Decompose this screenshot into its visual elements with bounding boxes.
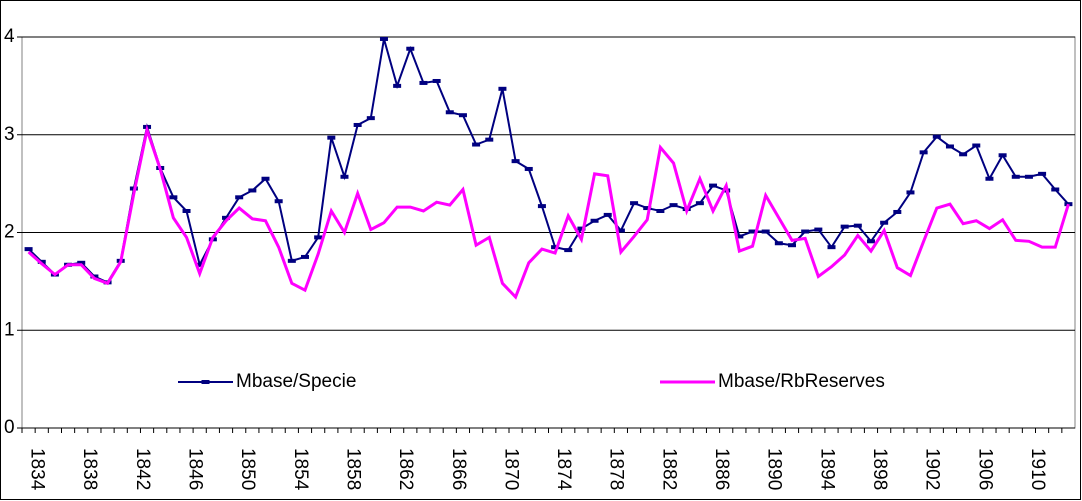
point-marker	[353, 122, 362, 127]
point-marker	[406, 46, 415, 51]
point-marker	[261, 176, 270, 181]
x-tick-label: 1902	[922, 448, 943, 490]
point-marker	[603, 212, 612, 217]
y-tick-label: 2	[4, 222, 15, 243]
point-marker	[616, 228, 625, 233]
point-marker	[274, 199, 283, 204]
point-marker	[195, 262, 204, 267]
point-marker	[893, 209, 902, 214]
point-marker	[1038, 171, 1047, 176]
x-tick-label: 1842	[132, 448, 153, 490]
x-tick-label: 1850	[237, 448, 258, 490]
point-marker	[327, 135, 336, 140]
point-marker	[445, 110, 454, 115]
point-marker	[340, 174, 349, 179]
point-marker	[524, 166, 533, 171]
legend-label: Mbase/Specie	[236, 371, 356, 392]
point-marker	[932, 134, 941, 139]
y-tick-label: 1	[4, 319, 15, 340]
x-tick-label: 1854	[290, 448, 311, 491]
x-tick-label: 1862	[395, 448, 416, 490]
point-marker	[577, 226, 586, 231]
point-marker	[814, 227, 823, 232]
point-marker	[630, 201, 639, 206]
point-marker	[1051, 187, 1060, 192]
point-marker	[235, 195, 244, 200]
x-tick-label: 1910	[1027, 448, 1048, 490]
point-marker	[511, 159, 520, 164]
point-marker	[735, 234, 744, 239]
point-marker	[748, 229, 757, 234]
legend-label: Mbase/RbReserves	[718, 371, 885, 392]
x-tick-label: 1870	[500, 448, 521, 490]
point-marker	[314, 235, 323, 240]
point-marker	[774, 241, 783, 246]
legend-marker	[201, 380, 210, 384]
point-marker	[906, 190, 915, 195]
point-marker	[590, 218, 599, 223]
x-tick-label: 1834	[27, 448, 48, 491]
x-tick-label: 1894	[816, 448, 837, 491]
point-marker	[300, 254, 309, 259]
point-marker	[432, 78, 441, 83]
point-marker	[551, 245, 560, 250]
point-marker	[853, 223, 862, 228]
series-line	[27, 124, 1070, 300]
point-marker	[366, 116, 375, 121]
point-marker	[1011, 174, 1020, 179]
x-tick-label: 1846	[185, 448, 206, 490]
x-tick-label: 1886	[711, 448, 732, 490]
point-marker	[458, 113, 467, 118]
point-marker	[643, 206, 652, 211]
point-marker	[695, 201, 704, 206]
point-marker	[959, 152, 968, 157]
point-marker	[248, 188, 257, 193]
x-tick-label: 1890	[764, 448, 785, 490]
x-tick-label: 1866	[448, 448, 469, 490]
x-tick-label: 1838	[79, 448, 100, 490]
point-marker	[77, 260, 86, 265]
point-marker	[498, 86, 507, 91]
y-tick-label: 3	[4, 124, 15, 145]
point-marker	[709, 183, 718, 188]
point-marker	[182, 208, 191, 213]
point-marker	[472, 142, 481, 147]
point-marker	[788, 243, 797, 248]
point-marker	[485, 137, 494, 142]
point-marker	[801, 229, 810, 234]
point-marker	[537, 204, 546, 209]
point-marker	[169, 195, 178, 200]
point-marker	[945, 144, 954, 149]
x-tick-label: 1898	[869, 448, 890, 490]
point-marker	[985, 176, 994, 181]
point-marker	[419, 80, 428, 85]
point-marker	[393, 83, 402, 88]
point-marker	[761, 229, 770, 234]
point-marker	[827, 245, 836, 250]
point-marker	[972, 143, 981, 148]
point-marker	[880, 220, 889, 225]
x-tick-label: 1858	[342, 448, 363, 490]
point-marker	[564, 248, 573, 253]
point-marker	[840, 224, 849, 229]
x-tick-label: 1906	[974, 448, 995, 490]
y-tick-label: 4	[4, 26, 15, 47]
y-tick-label: 0	[4, 417, 15, 438]
point-marker	[24, 247, 33, 252]
point-marker	[656, 208, 665, 213]
point-marker	[1024, 174, 1033, 179]
x-tick-label: 1878	[606, 448, 627, 490]
point-marker	[669, 203, 678, 208]
point-marker	[919, 150, 928, 155]
point-marker	[379, 36, 388, 41]
point-marker	[287, 258, 296, 263]
point-marker	[222, 215, 231, 220]
point-marker	[998, 153, 1007, 158]
x-tick-label: 1874	[553, 448, 574, 491]
x-tick-label: 1882	[658, 448, 679, 490]
point-marker	[866, 239, 875, 244]
